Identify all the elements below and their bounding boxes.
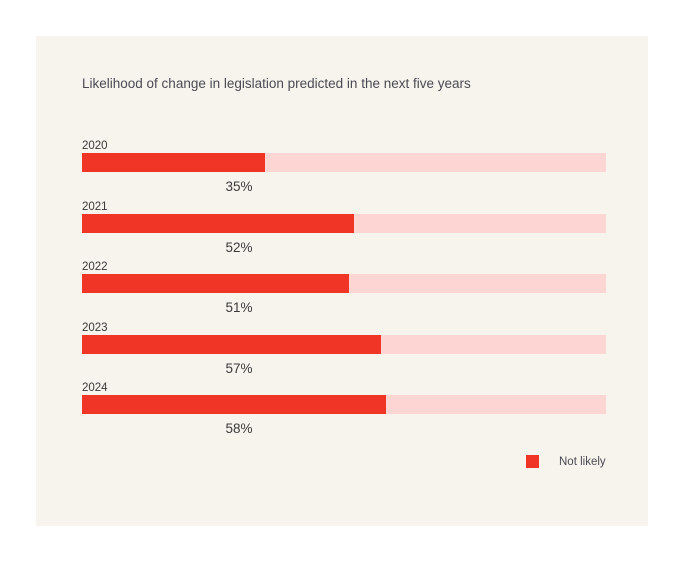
chart-title: Likelihood of change in legislation pred… <box>82 76 471 91</box>
bar <box>82 153 266 172</box>
legend-label: Not likely <box>559 455 606 468</box>
bar-track <box>82 213 606 233</box>
category-label: 2023 <box>82 321 108 334</box>
category-label: 2021 <box>82 200 108 213</box>
legend: Not likely <box>526 455 606 468</box>
bar <box>82 334 381 354</box>
bar-track <box>82 274 606 293</box>
bar <box>82 274 350 293</box>
category-label: 2024 <box>82 382 108 394</box>
legend-swatch <box>526 455 539 468</box>
chart-panel: Likelihood of change in legislation pred… <box>36 36 648 526</box>
category-label: 2022 <box>82 261 108 273</box>
category-label: 2020 <box>82 140 108 152</box>
bar-track <box>82 395 606 414</box>
bar-track <box>82 334 606 354</box>
bar-track <box>82 153 606 172</box>
bar <box>82 213 355 233</box>
bar <box>82 395 386 414</box>
